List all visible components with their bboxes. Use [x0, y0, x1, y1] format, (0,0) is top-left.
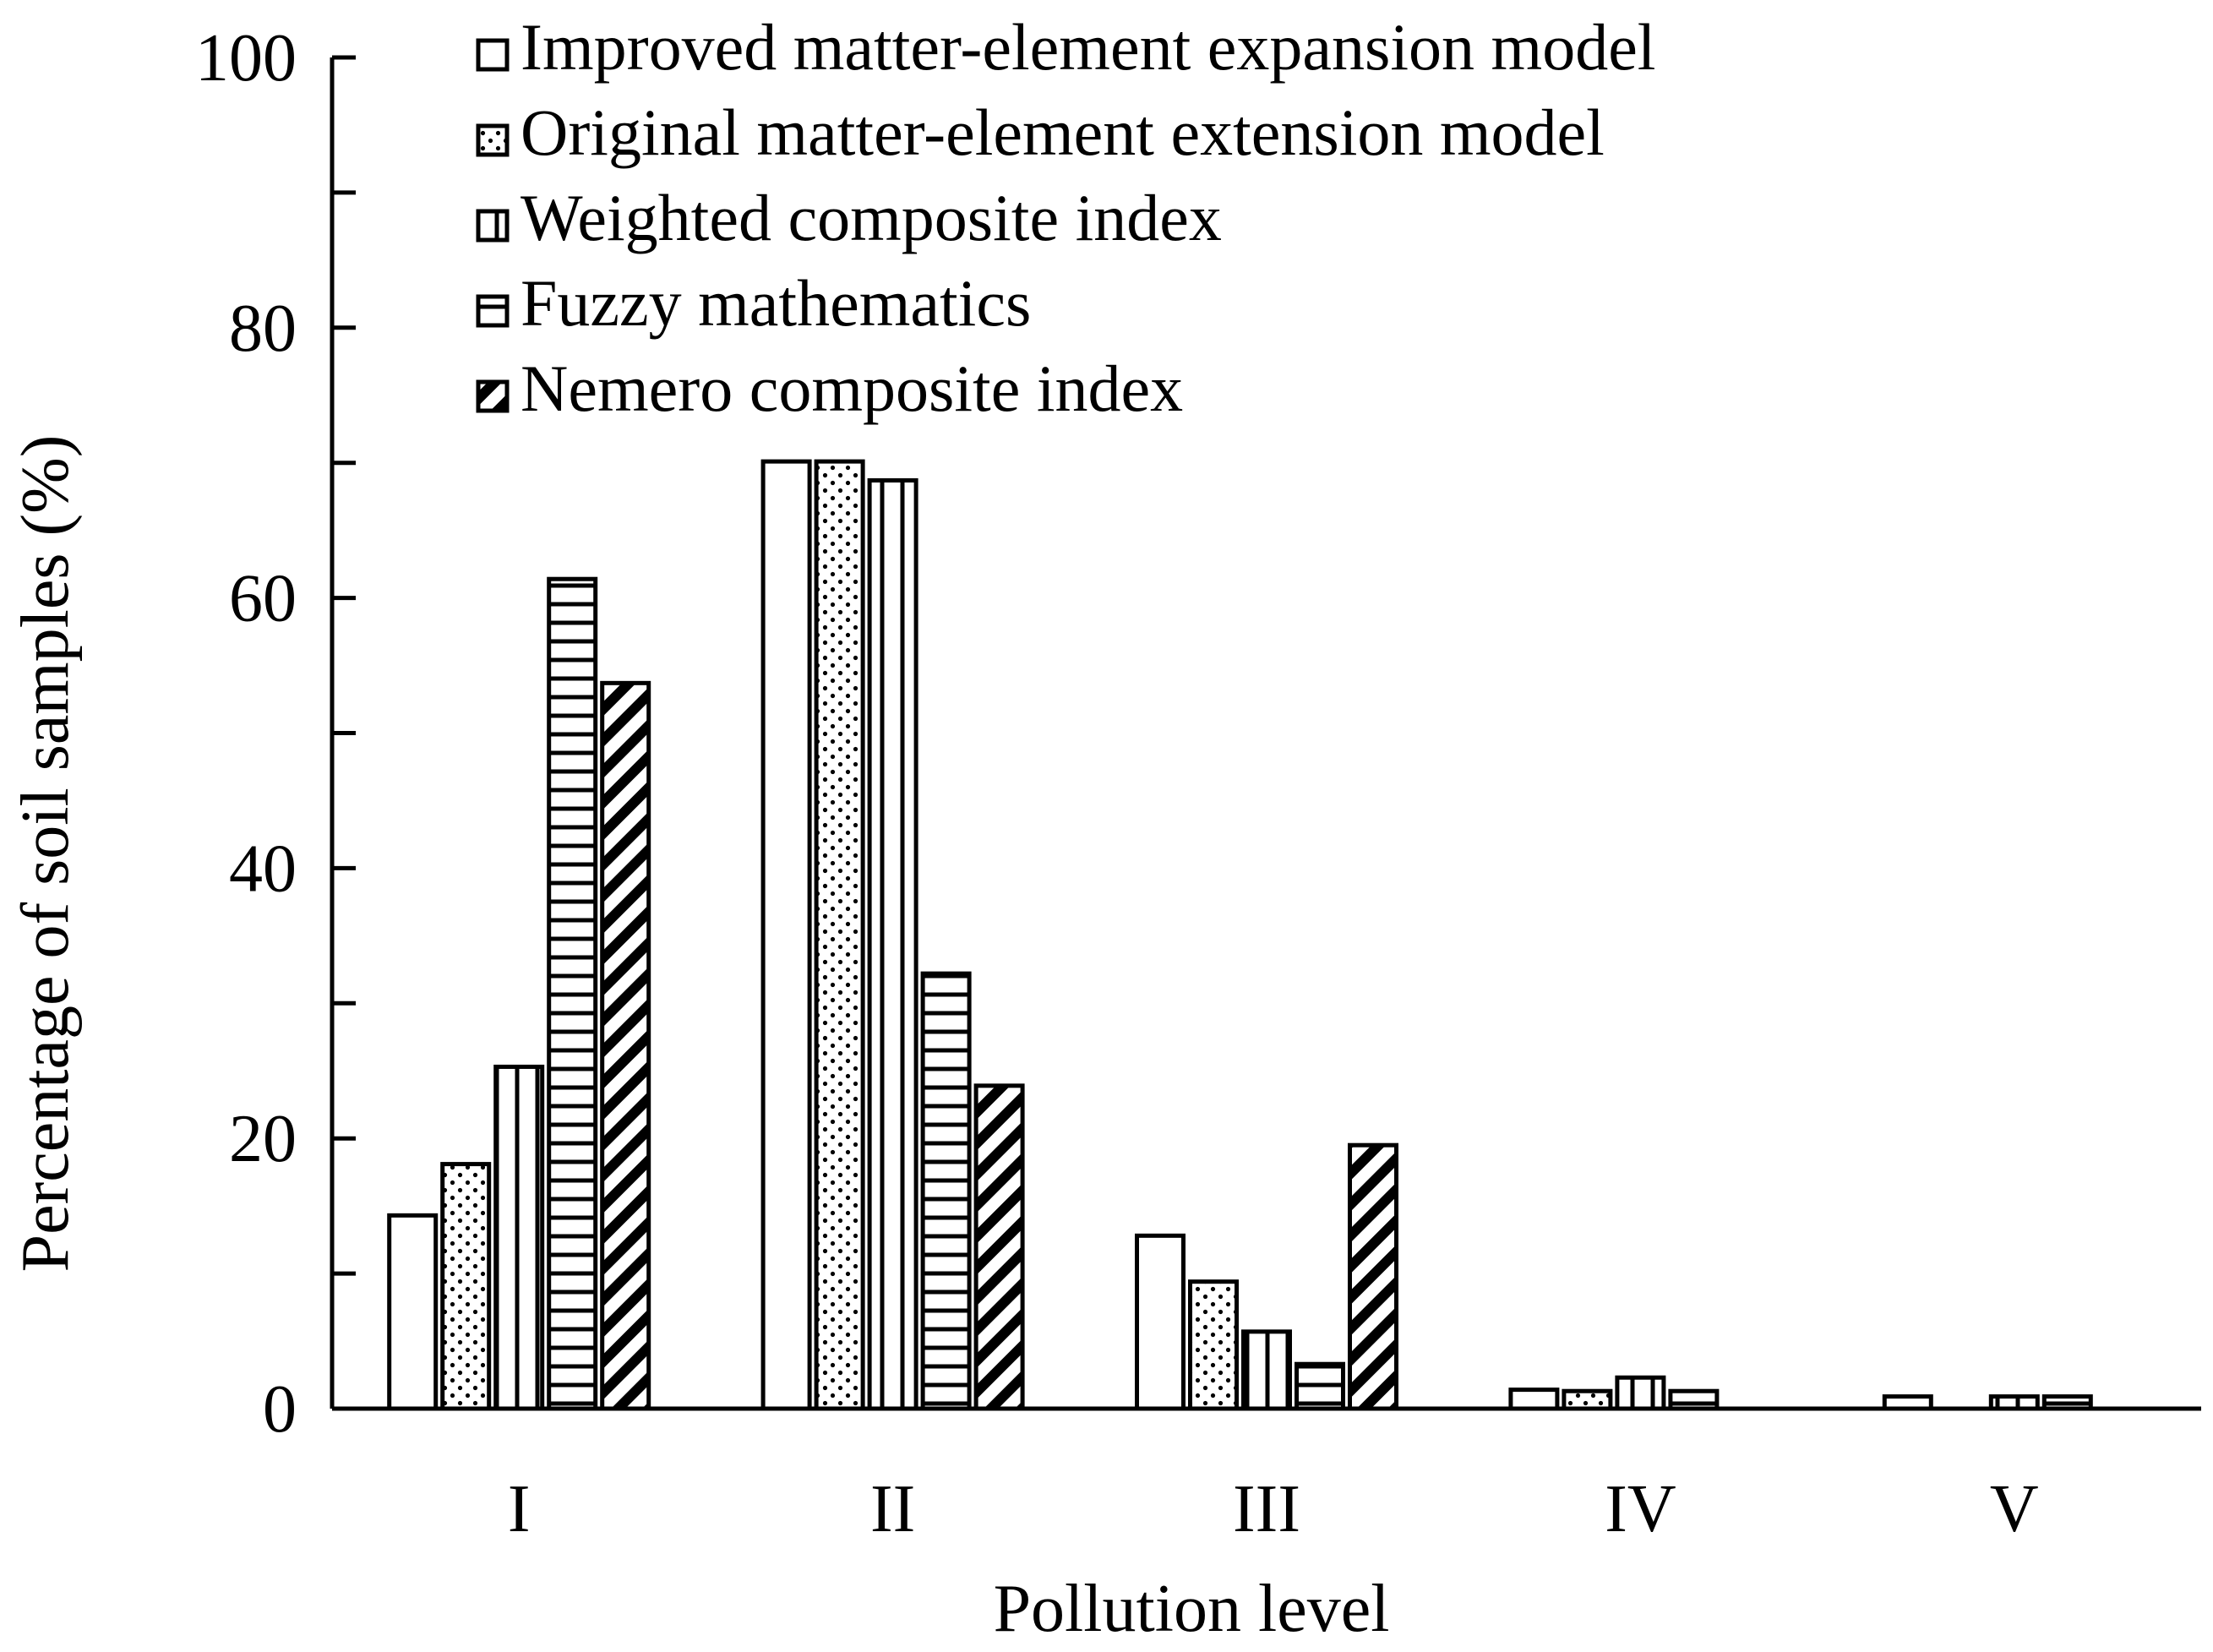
bars	[387, 459, 2093, 1411]
bar	[814, 459, 865, 1411]
y-tick-label: 40	[229, 831, 297, 906]
bar	[920, 971, 972, 1411]
bar	[493, 1064, 545, 1411]
legend-label: Improved matter-element expansion model	[521, 10, 1655, 84]
legend-label: Nemero composite index	[521, 352, 1183, 425]
bar	[1241, 1329, 1292, 1411]
legend: Improved matter-element expansion model O…	[476, 10, 1655, 425]
legend-label: Fuzzy mathematics	[521, 266, 1031, 340]
bar	[760, 459, 812, 1411]
y-tick-label: 60	[229, 562, 297, 636]
bar	[867, 477, 918, 1411]
y-tick-label: 80	[229, 292, 297, 366]
legend-swatch	[476, 38, 510, 72]
bar	[2041, 1394, 2093, 1411]
legend-swatch	[476, 209, 510, 243]
legend-label: Weighted composite index	[521, 181, 1222, 254]
bar	[600, 680, 651, 1411]
legend-swatch	[476, 123, 510, 157]
y-tick-label: 0	[263, 1372, 297, 1447]
x-axis-title: Pollution level	[994, 1572, 1390, 1646]
bar	[440, 1162, 492, 1411]
legend-swatch	[476, 379, 510, 413]
bar	[1508, 1388, 1560, 1411]
x-tick-label: II	[870, 1472, 915, 1546]
y-tick-label: 20	[229, 1102, 297, 1176]
y-axis: 0 20 40 60 80 100	[195, 21, 356, 1447]
x-tick-label: V	[1990, 1472, 2039, 1546]
bar	[1562, 1388, 1613, 1411]
bar	[1668, 1388, 1720, 1411]
x-tick-label: I	[508, 1472, 531, 1546]
y-axis-title: Percentage of soil samples (%)	[8, 435, 83, 1273]
bar	[973, 1083, 1025, 1411]
bar	[1188, 1279, 1239, 1411]
bar	[1348, 1142, 1398, 1411]
bar	[1988, 1394, 2040, 1411]
x-axis: I II III IV V	[332, 1406, 2201, 1546]
bar	[1135, 1233, 1186, 1411]
y-tick-label: 100	[195, 21, 297, 95]
bar	[387, 1213, 439, 1411]
bar	[1882, 1394, 1933, 1411]
legend-label: Original matter-element extension model	[521, 95, 1605, 169]
legend-swatch	[476, 294, 510, 328]
bar	[547, 576, 598, 1411]
x-tick-label: III	[1233, 1472, 1300, 1546]
bar	[1615, 1375, 1666, 1411]
bar	[1295, 1361, 1345, 1411]
x-tick-label: IV	[1605, 1472, 1676, 1546]
